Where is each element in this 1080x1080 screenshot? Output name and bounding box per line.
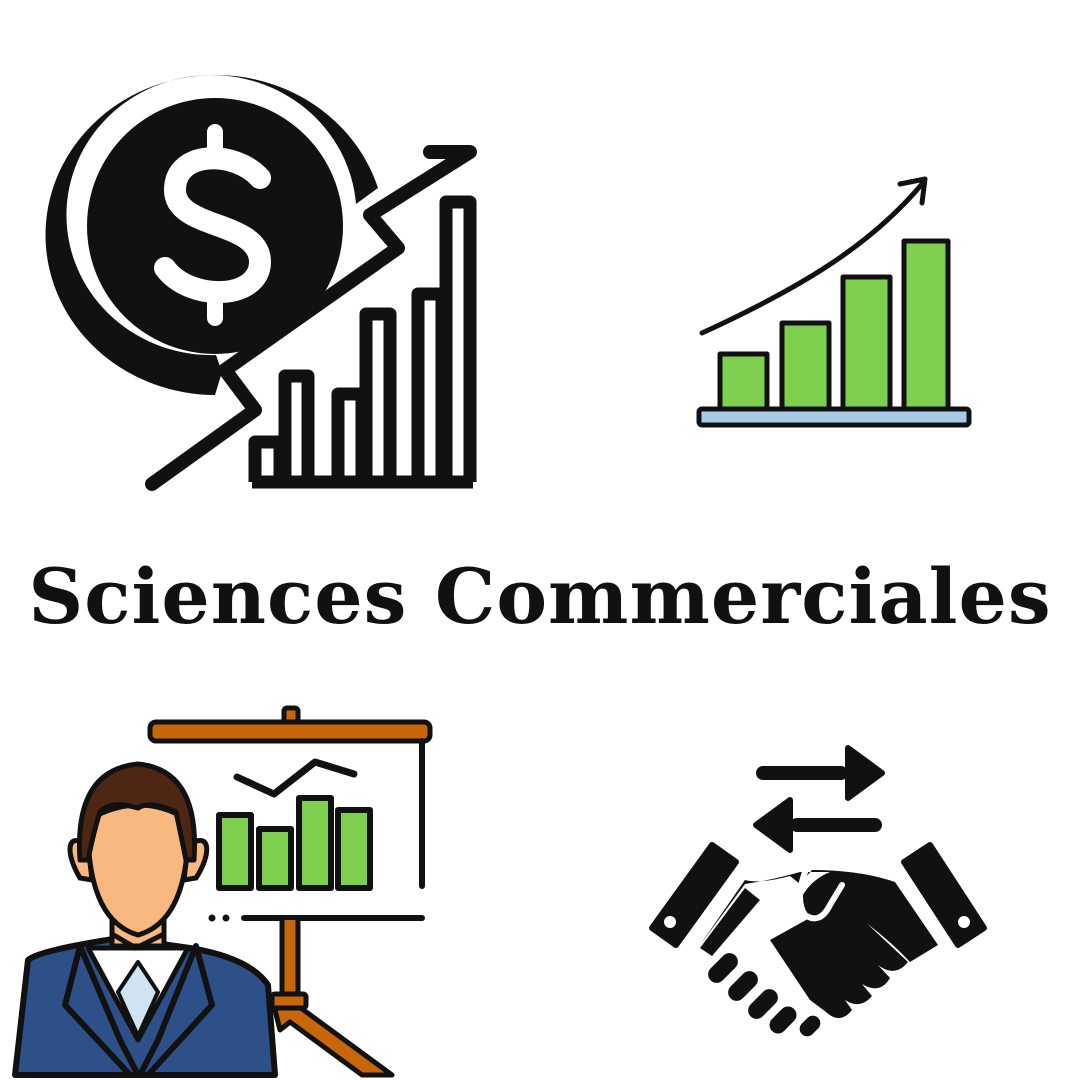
page-title: Sciences Commerciales [28,552,1052,641]
dollar-growth-icon [45,75,477,491]
growth-bar-chart-icon [696,176,972,428]
handshake-exchange-icon [649,745,987,1042]
presenter-board-icon [12,705,433,1078]
